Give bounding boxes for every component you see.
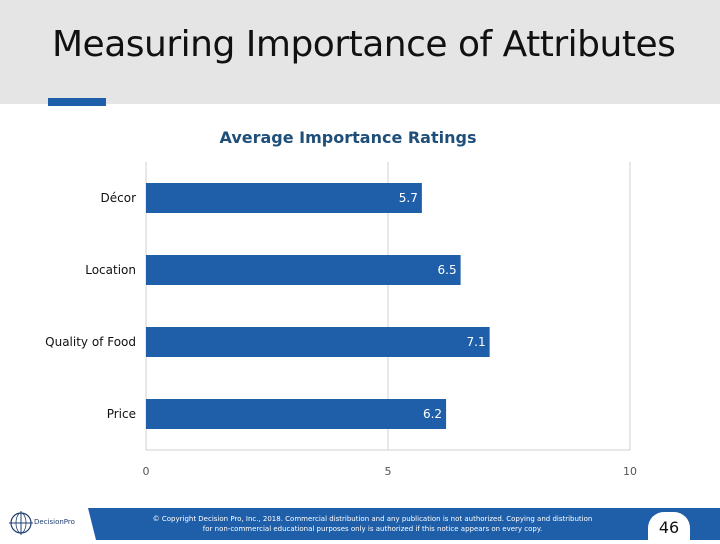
bar <box>146 327 490 357</box>
bar-layer <box>146 183 490 429</box>
bar <box>146 183 422 213</box>
x-tick-label: 0 <box>143 465 150 478</box>
category-label: Quality of Food <box>45 335 136 349</box>
value-label: 5.7 <box>399 191 418 205</box>
bar <box>146 399 447 429</box>
category-label: Price <box>107 407 136 421</box>
footer-bar <box>88 508 720 540</box>
bar-chart: Average Importance Ratings 0 5 10 Décor 5.7 L… <box>45 128 637 478</box>
logo-text: DecisionPro <box>34 518 75 526</box>
slide-header <box>0 0 720 104</box>
page-number-badge <box>648 512 690 544</box>
logo-globe-icon <box>9 511 33 535</box>
label-layer: 0 5 10 Décor 5.7 Location 6.5 Quality of Food 7.… <box>45 191 637 478</box>
value-label: 6.5 <box>438 263 457 277</box>
title-accent-bar <box>48 98 106 106</box>
value-label: 7.1 <box>467 335 486 349</box>
value-label: 6.2 <box>423 407 442 421</box>
slide-title: Measuring Importance of Attributes <box>52 24 676 65</box>
x-tick-label: 5 <box>385 465 392 478</box>
category-label: Location <box>85 263 136 277</box>
page-number: 46 <box>658 518 680 537</box>
company-logo: DecisionPro <box>6 506 82 538</box>
copyright-notice: © Copyright Decision Pro, Inc., 2018. Co… <box>152 515 593 533</box>
chart-title: Average Importance Ratings <box>220 128 477 147</box>
bar <box>146 255 461 285</box>
x-tick-label: 10 <box>623 465 637 478</box>
category-label: Décor <box>101 191 137 205</box>
